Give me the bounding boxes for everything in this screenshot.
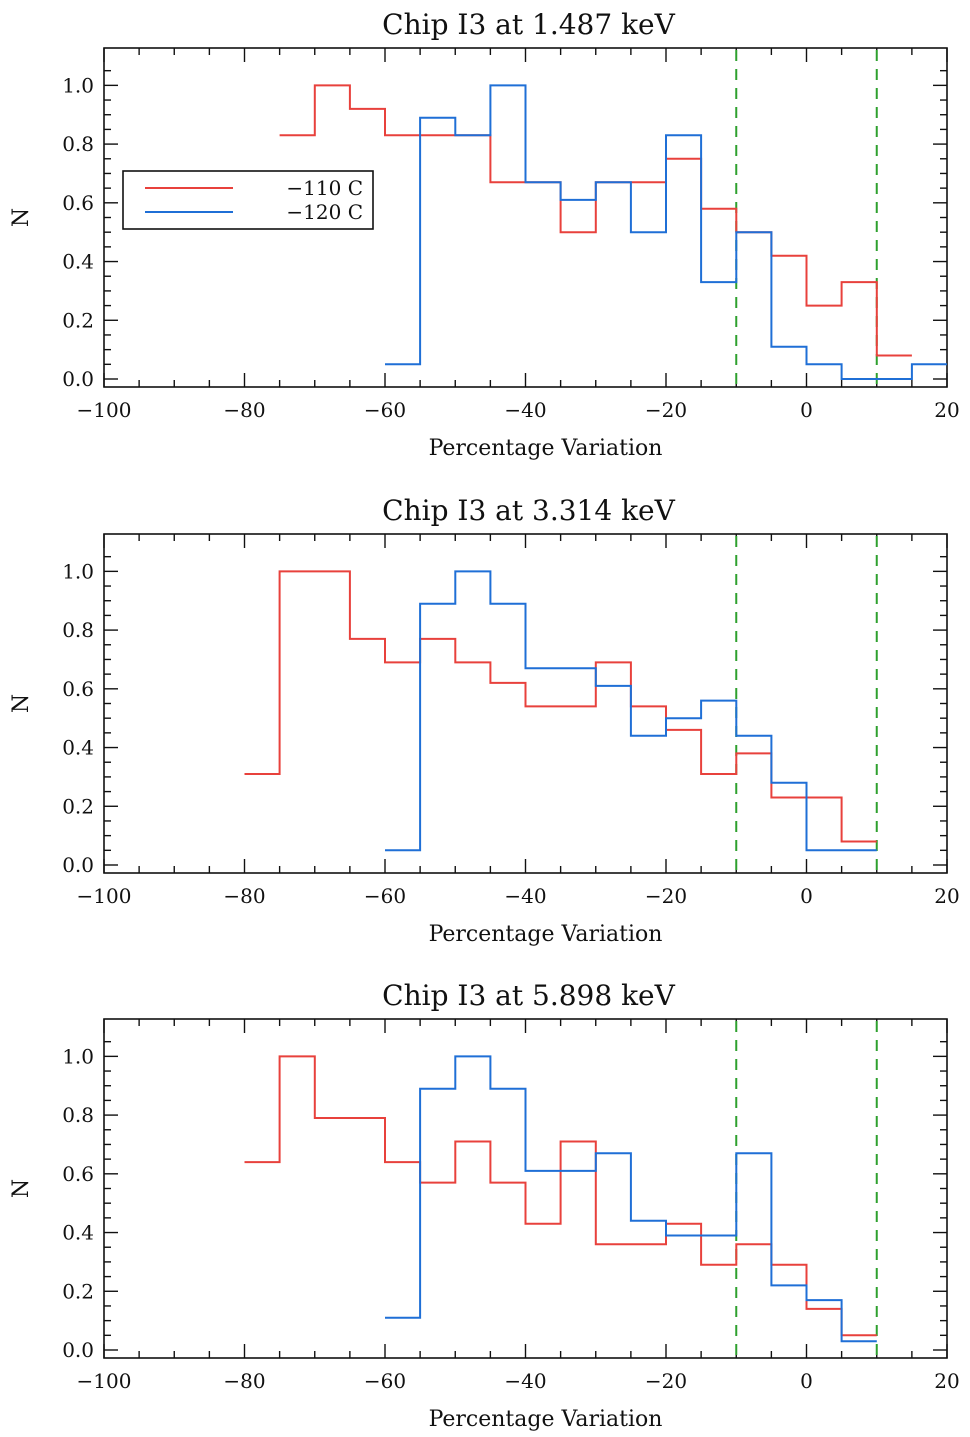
- x-tick-label: 0: [800, 398, 813, 422]
- y-tick-label: 0.4: [62, 1221, 94, 1245]
- y-tick-label: 0.2: [62, 1279, 94, 1303]
- y-tick-label: 0.2: [62, 308, 94, 332]
- x-axis-label: Percentage Variation: [429, 1407, 663, 1432]
- x-axis-label: Percentage Variation: [429, 922, 663, 947]
- y-axis-label: N: [9, 694, 34, 713]
- x-tick-label: −60: [364, 884, 406, 908]
- x-tick-label: 0: [800, 884, 813, 908]
- legend-label: −110 C: [286, 176, 363, 200]
- y-tick-label: 1.0: [62, 559, 94, 583]
- series-minus120c-histogram: [385, 1055, 877, 1343]
- x-tick-label: −20: [645, 884, 687, 908]
- x-tick-label: −100: [77, 1369, 132, 1393]
- legend-box: [122, 170, 374, 230]
- x-tick-label: 20: [934, 1369, 959, 1393]
- x-tick-label: −100: [77, 884, 132, 908]
- series-minus110c-histogram: [244, 570, 877, 843]
- x-tick-label: 0: [800, 1369, 813, 1393]
- y-tick-label: 0.8: [62, 618, 94, 642]
- y-tick-label: 0.0: [62, 367, 94, 391]
- series-minus120c-histogram: [385, 570, 877, 852]
- x-tick-label: 20: [934, 884, 959, 908]
- x-axis-label: Percentage Variation: [429, 436, 663, 461]
- y-axis-label: N: [9, 208, 34, 227]
- y-tick-label: 0.8: [62, 1103, 94, 1127]
- y-tick-label: 0.0: [62, 1338, 94, 1362]
- x-tick-label: −80: [223, 884, 265, 908]
- x-tick-label: −100: [77, 398, 132, 422]
- chart-panel-3: Chip I3 at 5.898 keV −100 −80 −60 −40 −20 0 20 0…: [9, 979, 960, 1432]
- y-tick-label: 0.6: [62, 677, 94, 701]
- x-tick-label: −40: [504, 398, 546, 422]
- y-tick-label: 0.4: [62, 736, 94, 760]
- x-tick-label: 20: [934, 398, 959, 422]
- chart-title: Chip I3 at 5.898 keV: [382, 979, 675, 1012]
- y-tick-label: 0.0: [62, 853, 94, 877]
- y-axis-label: N: [9, 1179, 34, 1198]
- x-tick-label: −20: [645, 1369, 687, 1393]
- x-tick-label: −40: [504, 884, 546, 908]
- x-tick-label: −40: [504, 1369, 546, 1393]
- chart-title: Chip I3 at 3.314 keV: [382, 494, 675, 527]
- series-minus110c-histogram: [279, 84, 912, 357]
- legend-label: −120 C: [286, 200, 363, 224]
- y-tick-label: 0.6: [62, 1162, 94, 1186]
- x-tick-label: −20: [645, 398, 687, 422]
- y-tick-label: 0.8: [62, 132, 94, 156]
- x-tick-label: −60: [364, 398, 406, 422]
- chart-panel-2: Chip I3 at 3.314 keV −100 −80 −60 −40 −20 0 20 0…: [9, 494, 960, 947]
- x-tick-label: −80: [223, 398, 265, 422]
- chart-panel-1: Chip I3 at 1.487 keV −100 −80 −60 −40 −20 0 20 0…: [9, 8, 960, 461]
- y-tick-label: 1.0: [62, 73, 94, 97]
- x-tick-label: −80: [223, 1369, 265, 1393]
- series-minus110c-histogram: [244, 1055, 877, 1337]
- series-minus120c-histogram: [385, 84, 947, 380]
- y-tick-label: 0.4: [62, 250, 94, 274]
- y-tick-label: 1.0: [62, 1044, 94, 1068]
- chart-title: Chip I3 at 1.487 keV: [382, 8, 675, 41]
- y-tick-label: 0.2: [62, 794, 94, 818]
- y-tick-label: 0.6: [62, 191, 94, 215]
- x-tick-label: −60: [364, 1369, 406, 1393]
